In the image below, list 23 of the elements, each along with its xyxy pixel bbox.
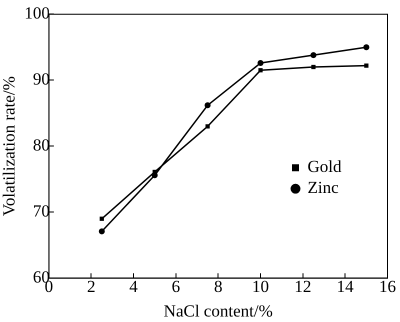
- y-tick-label: 100: [24, 4, 50, 23]
- point: [98, 228, 105, 234]
- x-tick-label: 14: [336, 276, 354, 296]
- x-axis-title: NaCl content/%: [164, 301, 273, 320]
- x-tick-label: 4: [129, 276, 138, 296]
- x-tick-label: 12: [294, 276, 312, 296]
- x-tick-label: 16: [379, 276, 396, 296]
- point: [204, 102, 211, 108]
- x-tick-label: 10: [252, 276, 270, 296]
- x-tick-label: 2: [86, 276, 96, 296]
- y-tick-label: 80: [32, 136, 50, 155]
- point: [258, 68, 263, 72]
- y-tick-label: 90: [32, 70, 50, 89]
- point: [258, 60, 264, 66]
- point: [363, 44, 370, 50]
- x-tick-label: 6: [172, 276, 180, 296]
- y-axis-title: Volatilization rate/%: [0, 76, 19, 216]
- point: [310, 52, 316, 58]
- x-tick-label: 8: [214, 276, 222, 296]
- legend-label: Gold: [308, 157, 342, 176]
- point: [364, 64, 368, 68]
- legend-label: Zinc: [308, 178, 340, 198]
- point: [100, 216, 104, 221]
